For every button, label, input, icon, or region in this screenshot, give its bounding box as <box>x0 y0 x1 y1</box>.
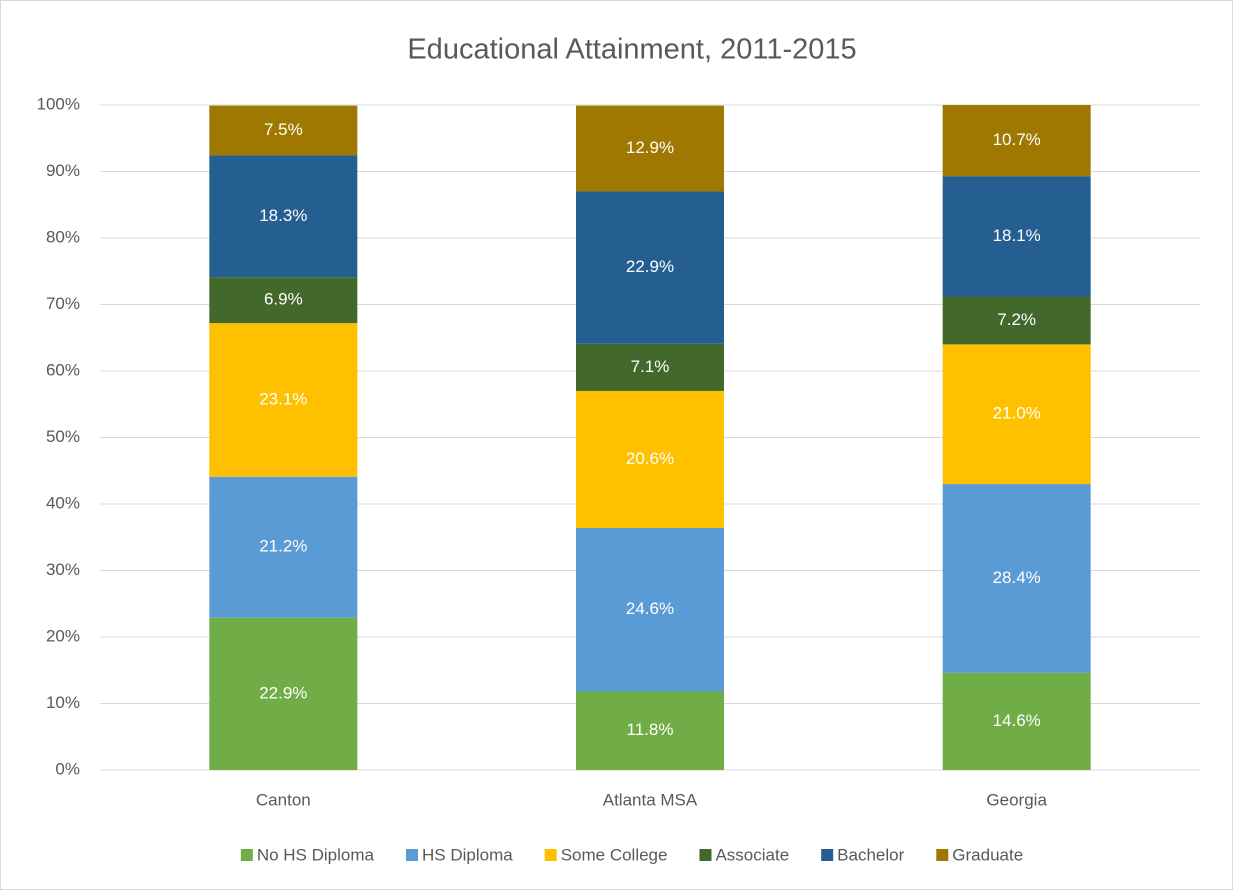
data-label: 10.7% <box>993 130 1041 149</box>
data-label: 24.6% <box>626 599 674 618</box>
data-label: 21.0% <box>993 404 1041 423</box>
bar-segment <box>576 191 724 344</box>
data-label: 21.2% <box>259 537 307 556</box>
y-tick-label: 60% <box>46 360 80 379</box>
legend-label: No HS Diploma <box>257 845 375 864</box>
x-tick-label: Georgia <box>986 790 1047 809</box>
legend-swatch <box>699 849 712 861</box>
bar-segment <box>576 691 724 770</box>
bar-segment <box>209 105 358 156</box>
y-tick-label: 80% <box>46 227 80 246</box>
chart-title: Educational Attainment, 2011-2015 <box>407 34 856 66</box>
bar-segment <box>209 323 358 477</box>
bar-segment <box>576 343 724 391</box>
bar-segment <box>942 672 1091 770</box>
bar-segment <box>942 296 1091 345</box>
x-tick-label: Canton <box>256 790 311 809</box>
legend-swatch <box>936 849 949 861</box>
y-tick-label: 10% <box>46 693 80 712</box>
legend-swatch <box>821 849 834 861</box>
data-label: 28.4% <box>993 568 1041 587</box>
data-label: 14.6% <box>993 711 1041 730</box>
legend-label: Bachelor <box>837 845 904 864</box>
y-tick-label: 70% <box>46 294 80 313</box>
bar-segment <box>209 277 358 324</box>
bar-segment <box>576 105 724 192</box>
bar-segment <box>576 527 724 692</box>
bar-segment <box>576 390 724 528</box>
legend-swatch <box>405 849 418 861</box>
bar-segment <box>209 476 358 618</box>
legend-swatch <box>544 849 557 861</box>
bar-segment <box>942 484 1091 673</box>
y-tick-label: 40% <box>46 493 80 512</box>
bar-segment <box>942 344 1091 485</box>
data-label: 22.9% <box>259 683 307 702</box>
data-label: 23.1% <box>259 389 307 408</box>
x-tick-label: Atlanta MSA <box>603 790 698 809</box>
y-tick-label: 50% <box>46 427 80 446</box>
y-tick-label: 30% <box>46 560 80 579</box>
bar-segment <box>942 176 1091 297</box>
data-label: 6.9% <box>264 290 303 309</box>
data-label: 7.1% <box>631 357 670 376</box>
legend-label: Graduate <box>952 845 1023 864</box>
data-label: 12.9% <box>626 138 674 157</box>
data-label: 7.5% <box>264 120 303 139</box>
legend-label: HS Diploma <box>422 845 513 864</box>
y-tick-label: 90% <box>46 161 80 180</box>
data-label: 18.3% <box>259 206 307 225</box>
data-label: 11.8% <box>627 720 674 739</box>
data-label: 18.1% <box>993 226 1041 245</box>
data-label: 20.6% <box>626 449 674 468</box>
bar-segment <box>942 105 1091 177</box>
legend-swatch <box>240 849 253 861</box>
bar-segment <box>209 617 358 770</box>
y-tick-label: 100% <box>37 94 80 113</box>
legend-label: Some College <box>561 845 668 864</box>
legend-label: Associate <box>715 845 789 864</box>
y-tick-label: 0% <box>55 759 80 778</box>
data-label: 7.2% <box>997 310 1036 329</box>
bar-segment <box>209 155 358 278</box>
data-label: 22.9% <box>626 257 674 276</box>
y-tick-label: 20% <box>46 626 80 645</box>
